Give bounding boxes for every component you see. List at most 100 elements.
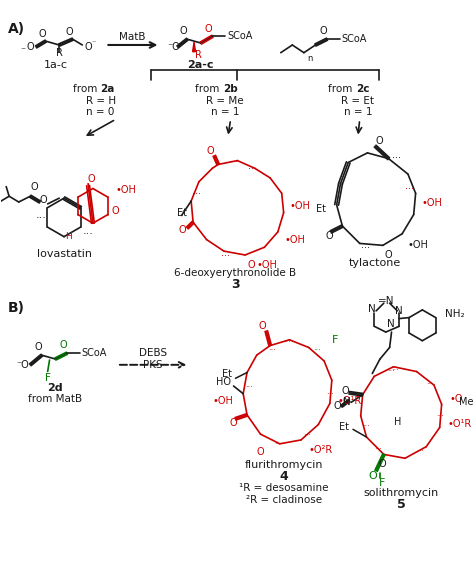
Text: n = 1: n = 1: [344, 107, 372, 117]
Text: O: O: [375, 137, 383, 146]
Text: 3: 3: [231, 278, 240, 291]
Text: =N: =N: [377, 296, 394, 306]
Text: ...: ...: [303, 428, 311, 437]
Text: MatB: MatB: [119, 32, 146, 42]
Text: Me: Me: [459, 397, 474, 407]
Text: tylactone: tylactone: [349, 258, 401, 268]
Text: O: O: [30, 182, 38, 192]
Text: ²R = cladinose: ²R = cladinose: [246, 495, 322, 505]
Text: 6-deoxyerythronolide B: 6-deoxyerythronolide B: [174, 268, 297, 278]
Text: ...: ...: [248, 161, 257, 171]
Text: 2d: 2d: [47, 383, 63, 393]
Text: •OH: •OH: [257, 260, 278, 270]
Text: H: H: [393, 416, 401, 427]
Text: ⁻: ⁻: [91, 39, 96, 48]
Text: ...: ...: [405, 180, 414, 191]
Text: ...: ...: [388, 364, 395, 373]
Text: O: O: [385, 250, 392, 260]
Text: ¹R = desosamine: ¹R = desosamine: [239, 483, 328, 493]
Text: O: O: [247, 260, 255, 270]
Text: F: F: [45, 373, 51, 383]
Text: ...: ...: [426, 377, 434, 386]
Text: O: O: [87, 174, 95, 184]
Text: PKS: PKS: [143, 360, 163, 370]
Text: O: O: [259, 321, 266, 331]
Text: n: n: [307, 54, 312, 63]
Text: O: O: [40, 195, 47, 205]
Text: ⁻: ⁻: [20, 46, 25, 56]
Text: 5: 5: [397, 498, 406, 511]
Text: O: O: [59, 339, 67, 350]
Text: •O²R: •O²R: [309, 445, 333, 455]
Text: O: O: [38, 29, 46, 39]
Text: O: O: [205, 24, 212, 34]
Text: ...: ...: [83, 226, 94, 236]
Text: R = H: R = H: [85, 96, 116, 106]
Text: Et: Et: [222, 369, 232, 379]
Text: flurithromycin: flurithromycin: [245, 460, 323, 470]
Text: ⁻O: ⁻O: [16, 360, 29, 370]
Text: •OH: •OH: [290, 201, 310, 211]
Text: ...: ...: [274, 437, 282, 446]
Text: O: O: [378, 459, 386, 469]
Text: A): A): [8, 22, 25, 36]
Text: O: O: [27, 42, 34, 52]
Text: ...: ...: [192, 187, 201, 196]
Text: SCoA: SCoA: [341, 34, 367, 44]
Text: •OH: •OH: [284, 234, 305, 244]
Text: ...: ...: [36, 211, 47, 220]
Text: ...: ...: [313, 343, 321, 352]
Text: ...: ...: [229, 153, 238, 164]
Text: SCoA: SCoA: [228, 31, 253, 42]
Text: N: N: [343, 397, 351, 407]
Text: O: O: [84, 42, 92, 52]
Text: O: O: [257, 447, 264, 456]
Text: •O: •O: [449, 393, 463, 404]
Text: O: O: [65, 28, 73, 38]
Text: B): B): [8, 301, 25, 315]
Text: N: N: [387, 319, 394, 329]
Text: O: O: [111, 206, 119, 216]
Text: O: O: [325, 231, 333, 241]
Text: •OH: •OH: [213, 396, 234, 406]
Text: F: F: [379, 478, 385, 488]
Text: ...: ...: [326, 387, 334, 396]
Text: O: O: [180, 26, 187, 37]
Text: •OH: •OH: [408, 241, 429, 250]
Text: H: H: [65, 232, 72, 241]
Text: ...: ...: [392, 150, 401, 160]
Text: O: O: [334, 401, 341, 411]
Text: O: O: [230, 418, 237, 428]
Text: SCoA: SCoA: [81, 348, 107, 358]
Text: Et: Et: [316, 204, 326, 214]
Text: Et: Et: [339, 423, 349, 432]
Text: O: O: [368, 470, 377, 481]
Text: HO: HO: [216, 377, 231, 387]
Text: 2a: 2a: [100, 84, 115, 94]
Text: 2c: 2c: [356, 84, 369, 94]
Text: 1a-c: 1a-c: [44, 60, 68, 70]
Polygon shape: [192, 42, 195, 52]
Text: NH₂: NH₂: [446, 309, 465, 319]
Text: ...: ...: [221, 248, 230, 258]
Text: n = 1: n = 1: [210, 107, 239, 117]
Text: ...: ...: [417, 444, 424, 453]
Text: O: O: [341, 386, 349, 396]
Text: from MatB: from MatB: [28, 395, 82, 405]
Text: •OH: •OH: [421, 198, 442, 208]
Text: lovastatin: lovastatin: [36, 249, 91, 259]
Text: ⁻O: ⁻O: [167, 42, 180, 52]
Text: from: from: [73, 84, 100, 94]
Text: O: O: [319, 26, 327, 37]
Text: solithromycin: solithromycin: [364, 488, 439, 498]
Text: O: O: [34, 342, 42, 352]
Text: R = Et: R = Et: [341, 96, 374, 106]
Text: •O¹R: •O¹R: [337, 396, 362, 406]
Text: n = 0: n = 0: [86, 107, 115, 117]
Text: DEBS: DEBS: [138, 348, 167, 358]
Text: ...: ...: [436, 410, 444, 419]
Text: 2a-c: 2a-c: [188, 60, 214, 70]
Text: R: R: [56, 48, 63, 58]
Text: ...: ...: [363, 419, 371, 428]
Text: from: from: [195, 84, 223, 94]
